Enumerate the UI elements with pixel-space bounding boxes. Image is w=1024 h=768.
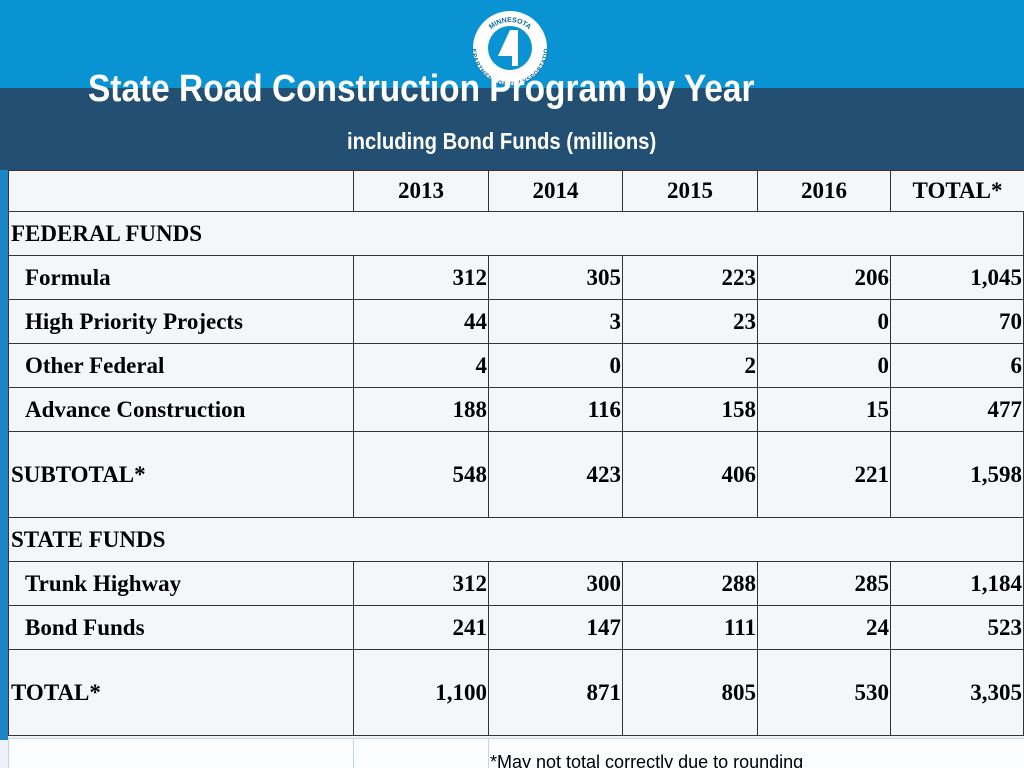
value-cell: 24	[757, 606, 890, 649]
value-cell: 805	[622, 650, 757, 735]
value-cell: 300	[488, 562, 622, 605]
value-cell: 1,045	[890, 256, 1024, 299]
value-cell: 3	[488, 300, 622, 343]
logo: MINNESOTA DEPARTMENT OF TRANSPORTATION	[470, 11, 550, 88]
row-label: Other Federal	[8, 344, 353, 387]
item-row: Trunk Highway 312 300 288 285 1,184	[8, 562, 1024, 606]
value-cell: 15	[757, 388, 890, 431]
value-cell: 0	[488, 344, 622, 387]
footnote: *May not total correctly due to rounding	[490, 752, 804, 768]
section-row: FEDERAL FUNDS	[8, 212, 1024, 256]
title: State Road Construction Program by Year	[88, 68, 755, 110]
value-cell: 871	[488, 650, 622, 735]
value-cell: 406	[622, 432, 757, 517]
row-label: TOTAL*	[8, 650, 353, 735]
row-label: Bond Funds	[8, 606, 353, 649]
column-header: 2014	[488, 171, 622, 211]
value-cell: 285	[757, 562, 890, 605]
value-cell: 1,184	[890, 562, 1024, 605]
item-row: Formula 312 305 223 206 1,045	[8, 256, 1024, 300]
value-cell: 223	[622, 256, 757, 299]
column-header: TOTAL*	[890, 171, 1024, 211]
value-cell: 312	[353, 562, 488, 605]
value-cell: 0	[757, 344, 890, 387]
value-cell: 305	[488, 256, 622, 299]
header-row: 2013 2014 2015 2016 TOTAL*	[8, 170, 1024, 212]
value-cell: 477	[890, 388, 1024, 431]
column-header: 2013	[353, 171, 488, 211]
row-label: Advance Construction	[8, 388, 353, 431]
value-cell: 147	[488, 606, 622, 649]
value-cell: 1,598	[890, 432, 1024, 517]
value-cell: 4	[353, 344, 488, 387]
value-cell: 206	[757, 256, 890, 299]
value-cell: 530	[757, 650, 890, 735]
value-cell: 70	[890, 300, 1024, 343]
value-cell: 523	[890, 606, 1024, 649]
value-cell: 44	[353, 300, 488, 343]
column-header: 2016	[757, 171, 890, 211]
total-row: TOTAL* 1,100 871 805 530 3,305	[8, 650, 1024, 736]
value-cell: 2	[622, 344, 757, 387]
value-cell: 1,100	[353, 650, 488, 735]
row-label: High Priority Projects	[8, 300, 353, 343]
total-row: SUBTOTAL* 548 423 406 221 1,598	[8, 432, 1024, 518]
item-row: Other Federal 4 0 2 0 6	[8, 344, 1024, 388]
header-cell	[8, 171, 353, 211]
side-strip	[0, 170, 8, 740]
value-cell: 423	[488, 432, 622, 517]
value-cell: 6	[890, 344, 1024, 387]
footer-cell	[488, 738, 1024, 768]
row-label: Formula	[8, 256, 353, 299]
section-title: FEDERAL FUNDS	[8, 212, 1024, 255]
column-header: 2015	[622, 171, 757, 211]
row-label: Trunk Highway	[8, 562, 353, 605]
header-band-dark	[0, 88, 1024, 170]
subtitle: including Bond Funds (millions)	[347, 128, 657, 154]
value-cell: 241	[353, 606, 488, 649]
value-cell: 221	[757, 432, 890, 517]
item-row: High Priority Projects 44 3 23 0 70	[8, 300, 1024, 344]
value-cell: 116	[488, 388, 622, 431]
item-row: Advance Construction 188 116 158 15 477	[8, 388, 1024, 432]
value-cell: 288	[622, 562, 757, 605]
value-cell: 0	[757, 300, 890, 343]
value-cell: 158	[622, 388, 757, 431]
footer-cell	[8, 738, 353, 768]
section-row: STATE FUNDS	[8, 518, 1024, 562]
value-cell: 188	[353, 388, 488, 431]
row-label: SUBTOTAL*	[8, 432, 353, 517]
section-title: STATE FUNDS	[8, 518, 1024, 561]
footer-cell	[353, 738, 488, 768]
item-row: Bond Funds 241 147 111 24 523	[8, 606, 1024, 650]
value-cell: 312	[353, 256, 488, 299]
value-cell: 548	[353, 432, 488, 517]
value-cell: 3,305	[890, 650, 1024, 735]
value-cell: 23	[622, 300, 757, 343]
value-cell: 111	[622, 606, 757, 649]
